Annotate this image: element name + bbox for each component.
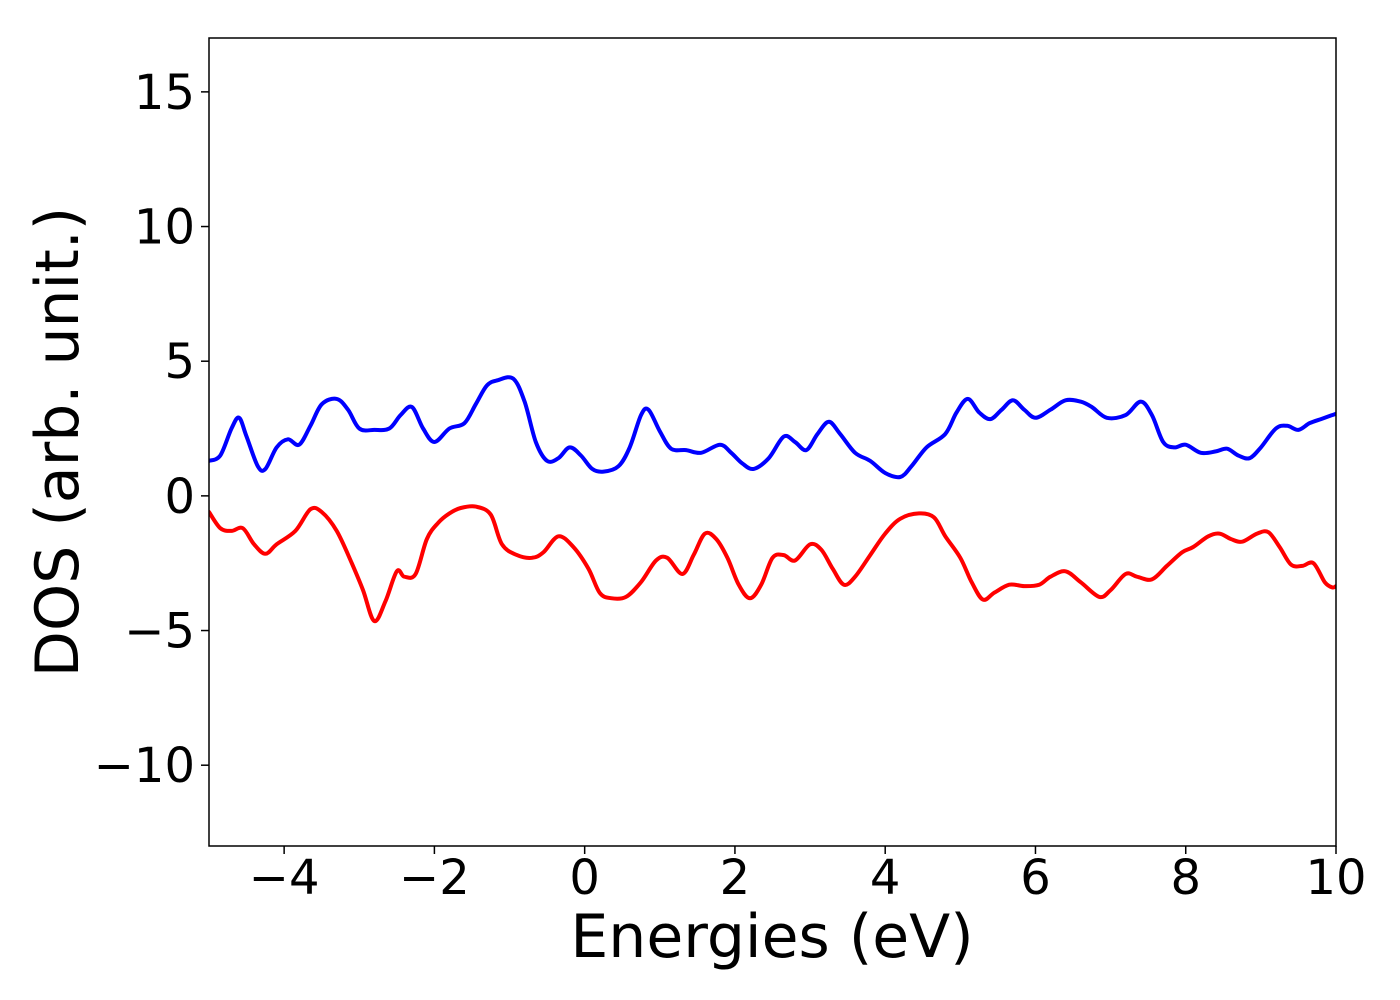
y-axis-ticks: −10 −5 0 5 10 15 <box>94 65 209 794</box>
x-tick-label: 10 <box>1305 850 1366 906</box>
series-layer <box>209 375 1336 624</box>
x-tick-label: 0 <box>569 850 600 906</box>
y-tick-label: −10 <box>94 738 195 794</box>
x-tick-label: 2 <box>720 850 751 906</box>
y-tick-label: 15 <box>134 65 195 121</box>
y-axis-label: DOS (arb. unit.) <box>23 207 93 677</box>
series-line-blue <box>209 375 1336 480</box>
x-tick-label: 8 <box>1170 850 1201 906</box>
series-line-red <box>209 504 1336 624</box>
y-tick-label: −5 <box>124 604 195 660</box>
y-tick-label: 10 <box>134 200 195 256</box>
plot-frame <box>208 37 1337 847</box>
x-axis-label: Energies (eV) <box>570 902 973 972</box>
x-tick-label: 4 <box>870 850 901 906</box>
y-tick-label: 5 <box>164 334 195 390</box>
x-tick-label: −2 <box>399 850 470 906</box>
x-axis-ticks: −4 −2 0 2 4 6 8 10 <box>249 846 1367 906</box>
y-tick-label: 0 <box>164 469 195 525</box>
x-tick-label: −4 <box>249 850 320 906</box>
plot-area <box>209 38 1336 846</box>
x-tick-label: 6 <box>1020 850 1051 906</box>
